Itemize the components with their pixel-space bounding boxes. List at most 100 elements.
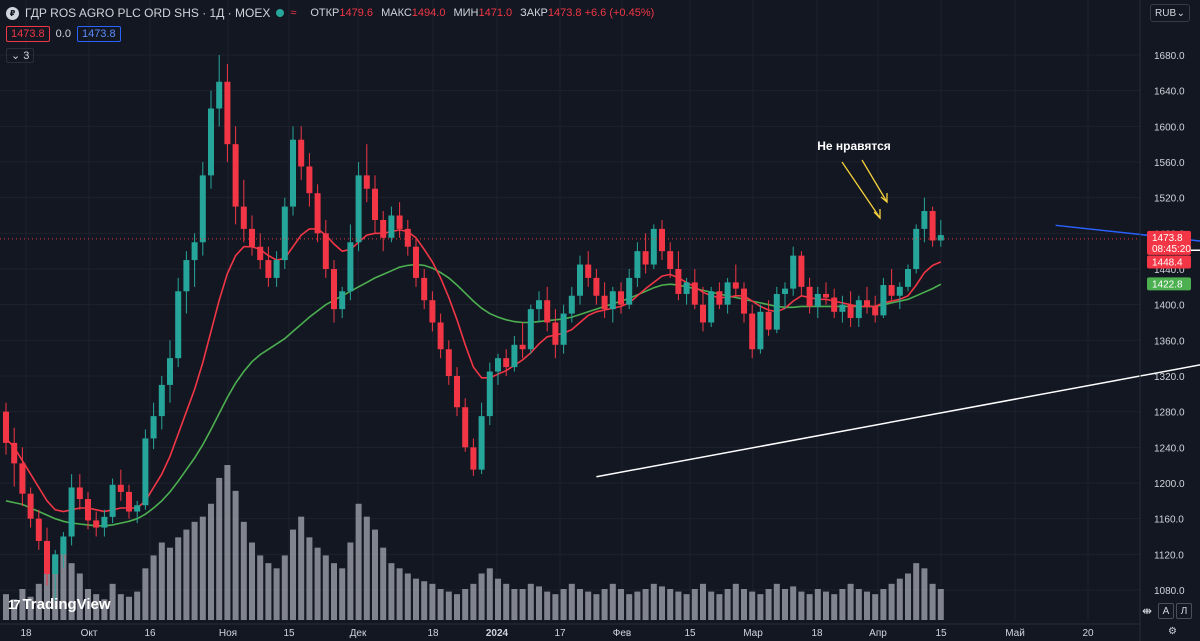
volume-bar xyxy=(905,573,911,620)
volume-bar xyxy=(683,594,690,620)
candle-body xyxy=(708,291,715,323)
x-tick-label: Фев xyxy=(613,628,631,639)
indicators-toggle[interactable]: ⌄ 3 xyxy=(6,48,35,63)
volume-bar xyxy=(68,563,75,620)
volume-bar xyxy=(880,589,887,620)
x-tick-label: Ноя xyxy=(219,628,237,639)
candle-body xyxy=(183,260,190,292)
volume-bar xyxy=(224,465,231,620)
y-tick-label: 1560.0 xyxy=(1154,158,1185,169)
candle-body xyxy=(716,291,723,305)
candle-body xyxy=(855,300,862,319)
volume-bar xyxy=(413,578,419,620)
candle-body xyxy=(331,269,337,310)
candle-body xyxy=(134,505,141,512)
volume-bar xyxy=(667,589,674,620)
candle-body xyxy=(306,166,313,194)
volume-bar xyxy=(462,589,469,620)
y-tick-label: 1280.0 xyxy=(1154,408,1185,419)
candle-body xyxy=(142,438,149,506)
candle-body xyxy=(208,108,214,176)
candle-body xyxy=(175,291,182,359)
volume-bar xyxy=(372,529,378,620)
volume-bar xyxy=(749,591,756,620)
candle-body xyxy=(659,228,665,252)
symbol-title[interactable]: ГДР ROS AGRO PLC ORD SHS · 1Д · MOEX xyxy=(25,6,271,20)
volume-bar xyxy=(724,589,731,620)
price-tag xyxy=(1147,255,1191,269)
volume-bar xyxy=(199,516,206,620)
volume-bar xyxy=(798,591,805,620)
volume-bar xyxy=(741,589,747,620)
candle-body xyxy=(257,246,264,261)
candle-body xyxy=(675,269,682,294)
candle-body xyxy=(650,228,657,265)
volume-bar xyxy=(896,578,903,620)
volume-bar xyxy=(913,563,920,620)
volume-bar xyxy=(437,589,444,620)
volume-bar xyxy=(339,568,346,620)
candle-body xyxy=(642,251,649,265)
chevron-down-icon: ⌄ xyxy=(1176,7,1185,19)
x-tick-label: Май xyxy=(1005,628,1025,639)
x-tick-label: 15 xyxy=(684,628,696,639)
price-tag xyxy=(1147,230,1191,255)
currency-select[interactable]: RUB ⌄ xyxy=(1150,4,1190,22)
y-tick-label: 1120.0 xyxy=(1154,550,1184,561)
volume-bar xyxy=(855,589,862,620)
volume-bar xyxy=(183,529,190,620)
volume-bar xyxy=(404,573,411,620)
volume-bar xyxy=(536,586,542,620)
y-tick-label: 1320.0 xyxy=(1154,372,1185,383)
candle-body xyxy=(429,300,436,323)
candle-body xyxy=(191,242,198,261)
y-tick-label: 1640.0 xyxy=(1154,87,1185,98)
support-trendline xyxy=(596,364,1200,478)
volume-bar xyxy=(331,563,337,620)
candle-body xyxy=(322,233,329,269)
bar-settings-icon[interactable]: ⇼ xyxy=(1142,604,1153,618)
volume-bar xyxy=(347,542,354,620)
y-tick-label: 1160.0 xyxy=(1154,515,1184,526)
volume-bar xyxy=(478,573,485,620)
volume-bar xyxy=(937,589,944,620)
grid-lines xyxy=(0,0,1140,620)
candle-body xyxy=(683,282,690,294)
volume-bar xyxy=(831,594,838,620)
candle-body xyxy=(60,536,67,555)
volume-bar xyxy=(839,589,846,620)
candle-body xyxy=(593,277,600,296)
candles xyxy=(3,55,944,601)
candle-body xyxy=(27,493,34,519)
bid-button[interactable]: 1473.8 xyxy=(6,26,50,42)
candle-body xyxy=(445,349,452,376)
volume-bar xyxy=(650,583,657,620)
candle-body xyxy=(913,228,920,269)
settings-gear-icon[interactable]: ⚙ xyxy=(1168,626,1177,637)
candle-body xyxy=(11,442,18,464)
price-axis: 1680.01640.01600.01560.01520.01480.01440… xyxy=(1154,51,1185,597)
candle-body xyxy=(167,358,173,385)
volume-bar xyxy=(3,594,9,620)
volume-bar xyxy=(544,591,551,620)
chart-header: ₽ ГДР ROS AGRO PLC ORD SHS · 1Д · MOEX ≈… xyxy=(6,6,654,20)
volume-bar xyxy=(700,583,706,620)
candle-body xyxy=(355,175,362,243)
volume-bar xyxy=(527,583,534,620)
candle-body xyxy=(831,297,838,312)
candle-body xyxy=(700,304,706,323)
y-tick-label: 1240.0 xyxy=(1154,443,1185,454)
candle-body xyxy=(117,484,124,492)
candle-body xyxy=(404,228,411,247)
ohlc-values: ОТКР1479.6 МАКС1494.0 МИН1471.0 ЗАКР1473… xyxy=(310,7,655,19)
candle-body xyxy=(240,206,247,229)
volume-bar xyxy=(659,586,665,620)
candle-body xyxy=(568,295,575,314)
auto-scale-button[interactable]: A xyxy=(1158,603,1174,619)
log-scale-button[interactable]: Л xyxy=(1176,603,1192,619)
volume-bar xyxy=(396,568,403,620)
candle-body xyxy=(421,277,428,301)
ask-button[interactable]: 1473.8 xyxy=(76,26,121,42)
volume-bar xyxy=(191,521,198,620)
